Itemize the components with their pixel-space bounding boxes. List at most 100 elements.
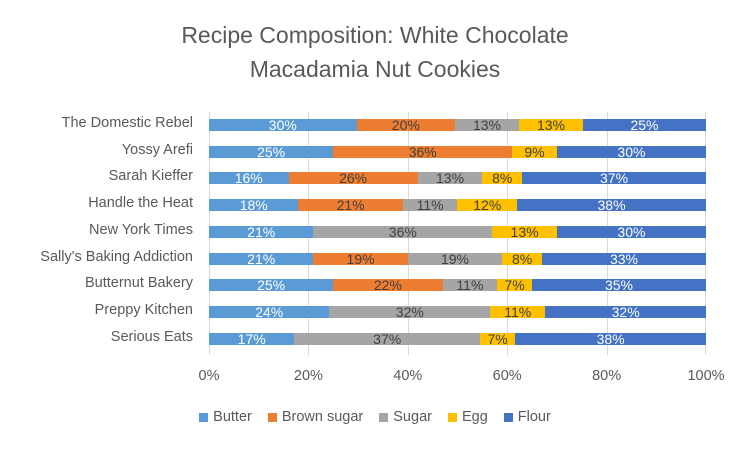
bar-segment: 12%: [457, 197, 518, 214]
data-label: 21%: [247, 223, 276, 240]
bar-segment: 8%: [502, 250, 542, 267]
bar-segment: 22%: [333, 277, 443, 294]
data-label: 9%: [524, 143, 545, 160]
data-label: 22%: [373, 277, 402, 294]
data-label: 36%: [388, 223, 417, 240]
bar-segment: 26%: [288, 170, 418, 186]
data-label: 13%: [536, 117, 565, 133]
bar-segment: 17%: [209, 330, 295, 347]
bar-segment: 13%: [455, 117, 519, 133]
data-label: 19%: [346, 250, 375, 267]
stacked-bar: 21% 19% 19% 8% 33%: [209, 250, 706, 267]
bar-segment: 24%: [209, 304, 330, 320]
bar-segment: 13%: [492, 224, 557, 240]
stacked-bar: 16% 26% 13% 8% 37%: [209, 170, 706, 187]
legend-label: Sugar: [393, 409, 432, 425]
chart-title-line-2: Macadamia Nut Cookies: [249, 56, 501, 82]
legend-label: Brown sugar: [281, 409, 364, 425]
bar-segment: 20%: [356, 117, 456, 133]
stacked-bar: 18% 21% 11% 12% 38%: [209, 197, 706, 214]
legend: Butter Brown sugar Sugar Egg Flour: [0, 409, 750, 425]
bar-segment: 25%: [582, 117, 706, 133]
category-label: Butternut Bakery: [85, 275, 193, 292]
bar-segment: 9%: [512, 143, 557, 160]
data-label: 11%: [416, 197, 444, 214]
data-label: 33%: [609, 250, 638, 267]
bar-segment: 30%: [556, 143, 706, 160]
bar-segment: 37%: [522, 170, 706, 187]
legend-swatch-icon: [267, 412, 277, 422]
legend-item: Sugar: [379, 409, 432, 425]
bar-segment: 11%: [442, 277, 498, 294]
bar-segment: 11%: [402, 197, 458, 214]
data-label: 13%: [472, 117, 502, 133]
bar-segment: 19%: [407, 250, 503, 267]
data-label: 7%: [487, 330, 508, 347]
bar-segment: 13%: [518, 117, 583, 133]
data-label: 11%: [456, 277, 484, 294]
legend-label: Butter: [213, 409, 252, 425]
category-label: Handle the Heat: [88, 195, 193, 212]
bar-segment: 16%: [209, 170, 289, 186]
category-label: Preppy Kitchen: [94, 301, 193, 318]
category-label: Sarah Kieffer: [108, 168, 193, 185]
data-label: 38%: [596, 330, 625, 347]
stacked-bar: 30% 20% 13% 13% 25%: [209, 117, 706, 133]
bar-segment: 36%: [313, 223, 493, 240]
x-tick-label: 40%: [393, 368, 423, 384]
bar-segment: 8%: [482, 170, 523, 186]
bar-segment: 32%: [329, 304, 491, 320]
legend-label: Egg: [461, 409, 488, 425]
data-label: 37%: [600, 170, 629, 187]
bar-segment: 11%: [490, 303, 546, 320]
data-label: 11%: [504, 303, 532, 320]
legend-item: Butter: [199, 409, 252, 425]
data-label: 8%: [511, 250, 533, 267]
stacked-bar: 25% 22% 11% 7% 35%: [209, 277, 706, 294]
chart-title-line-1: Recipe Composition: White Chocolate: [181, 22, 569, 48]
bar-segment: 25%: [209, 143, 334, 160]
category-label: The Domestic Rebel: [61, 115, 193, 131]
bar-segment: 21%: [298, 197, 403, 214]
data-label: 12%: [473, 197, 502, 214]
bar-segment: 33%: [541, 250, 706, 267]
legend-swatch-icon: [199, 412, 209, 422]
bar-segment: 25%: [209, 277, 334, 293]
data-label: 37%: [373, 330, 402, 347]
legend-swatch-icon: [379, 412, 389, 422]
stacked-bar: 25% 36% 9% 30%: [209, 143, 706, 160]
data-label: 25%: [630, 117, 659, 133]
data-label: 13%: [436, 170, 465, 187]
bar-segment: 13%: [417, 170, 483, 187]
legend-label: Flour: [517, 409, 551, 425]
bar-segment: 36%: [333, 143, 513, 160]
data-label: 17%: [237, 330, 266, 347]
data-label: 21%: [336, 197, 365, 214]
legend-swatch-icon: [503, 412, 513, 422]
plot-area: 30% 20% 13% 13% 25% 25% 36% 9% 30% 16% 26% 13% 8% 37%…: [209, 112, 706, 355]
bar-segment: 7%: [497, 277, 533, 294]
data-label: 7%: [504, 277, 525, 294]
bar-segment: 32%: [545, 304, 706, 320]
legend-item: Flour: [503, 409, 551, 425]
chart-title: Recipe Composition: White Chocolate Maca…: [0, 18, 750, 86]
legend-swatch-icon: [447, 412, 457, 422]
data-label: 30%: [268, 117, 297, 133]
bar-segment: 37%: [294, 330, 481, 347]
data-label: 38%: [597, 197, 626, 214]
bar-segment: 19%: [313, 250, 408, 267]
data-label: 21%: [247, 250, 276, 267]
bar-segment: 38%: [517, 197, 706, 214]
bar-segment: 21%: [209, 223, 314, 240]
category-label: New York Times: [89, 221, 193, 238]
data-label: 30%: [617, 223, 646, 240]
bar-segment: 18%: [209, 197, 299, 213]
stacked-bar: 21% 36% 13% 30%: [209, 223, 706, 240]
data-label: 19%: [440, 250, 469, 267]
data-label: 36%: [408, 143, 437, 160]
category-label: Yossy Arefi: [121, 141, 193, 158]
data-label: 30%: [617, 143, 646, 160]
data-label: 25%: [257, 143, 286, 160]
category-label: Sally's Baking Addiction: [40, 248, 193, 265]
bar-segment: 35%: [532, 277, 706, 293]
